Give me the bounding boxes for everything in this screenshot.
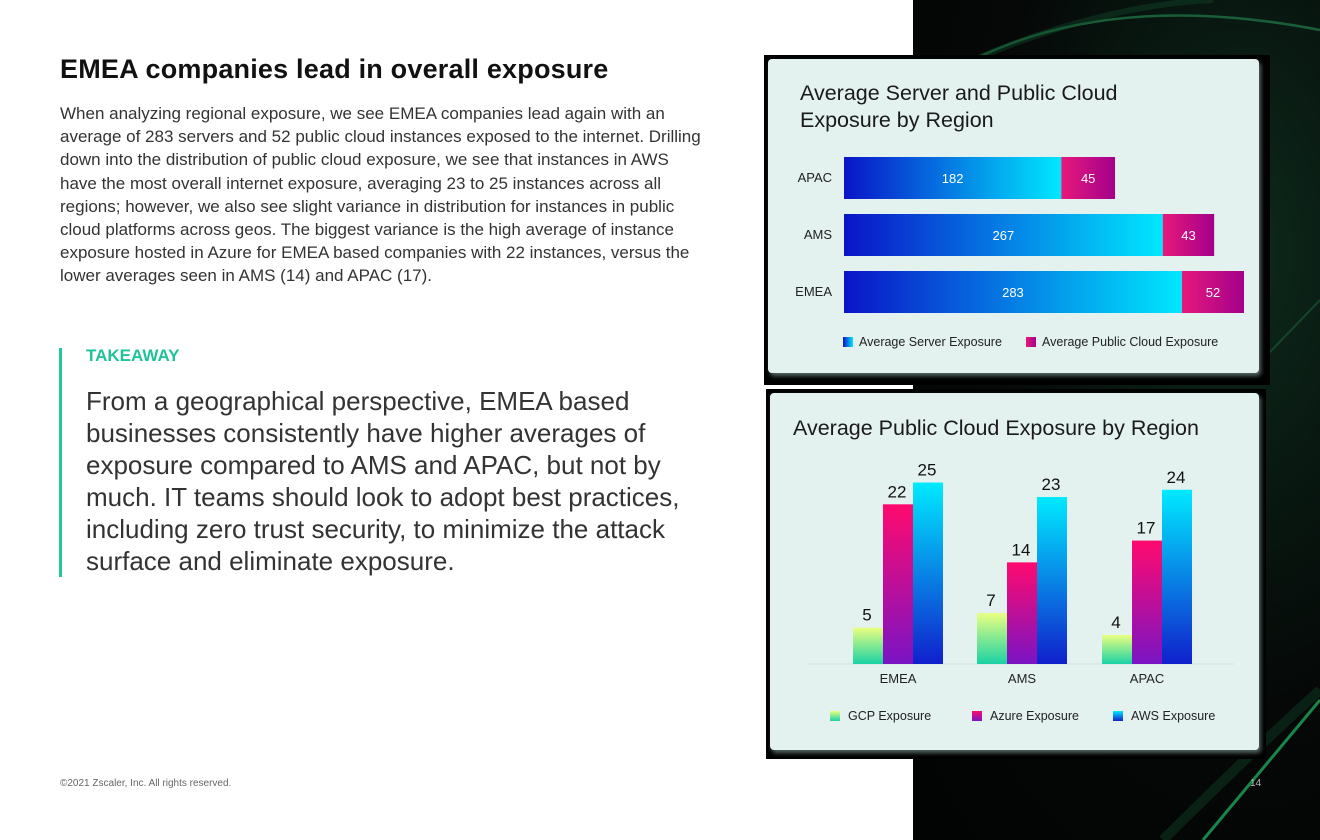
chart2-card: Average Public Cloud Exposure by Region … xyxy=(770,393,1259,750)
chart2-legend-label-aws-exposure: AWS Exposure xyxy=(1131,709,1215,723)
chart1-category-label-emea: EMEA xyxy=(795,284,832,299)
chart1-bar-apac-average-public-cloud-exposure xyxy=(1061,157,1116,199)
chart1-title-line2: Exposure by Region xyxy=(800,108,994,132)
glow-lines-decoration xyxy=(971,0,1320,840)
chart1-value-label-ams-average-public-cloud-exposure: 43 xyxy=(1181,228,1195,243)
chart2-category-label-ams: AMS xyxy=(1008,671,1037,686)
chart1-bar-ams-average-public-cloud-exposure xyxy=(1162,214,1215,256)
chart2-category-label-emea: EMEA xyxy=(880,671,917,686)
chart1-legend-label-average-public-cloud-exposure: Average Public Cloud Exposure xyxy=(1042,335,1218,349)
chart2-bar-apac-azure-exposure xyxy=(1132,540,1162,664)
chart1-title-line1: Average Server and Public Cloud xyxy=(800,81,1118,105)
chart1-legend-swatch-average-server-exposure xyxy=(843,337,853,347)
chart2-category-label-apac: APAC xyxy=(1130,671,1164,686)
chart2-legend-label-azure-exposure: Azure Exposure xyxy=(990,709,1079,723)
chart1-legend-label-average-server-exposure: Average Server Exposure xyxy=(859,335,1002,349)
chart1-bar-emea-average-server-exposure xyxy=(844,271,1182,313)
chart2-bar-emea-aws-exposure xyxy=(913,482,943,664)
page-number: 14 xyxy=(1250,778,1262,789)
chart2-value-label-apac-aws-exposure: 24 xyxy=(1167,468,1186,487)
chart2-bar-ams-aws-exposure xyxy=(1037,497,1067,664)
body-paragraph: When analyzing regional exposure, we see… xyxy=(60,104,701,286)
chart2-value-label-ams-gcp-exposure: 7 xyxy=(986,591,995,610)
chart1-legend-swatch-average-public-cloud-exposure xyxy=(1026,337,1036,347)
chart2-bar-ams-azure-exposure xyxy=(1007,562,1037,664)
chart1-category-label-apac: APAC xyxy=(798,170,832,185)
chart1-value-label-emea-average-server-exposure: 283 xyxy=(1002,285,1024,300)
chart2-value-label-ams-aws-exposure: 23 xyxy=(1042,475,1061,494)
chart2-value-label-emea-gcp-exposure: 5 xyxy=(862,606,871,625)
chart2-legend-label-gcp-exposure: GCP Exposure xyxy=(848,709,931,723)
chart1-value-label-apac-average-public-cloud-exposure: 45 xyxy=(1081,171,1095,186)
cloud-exposure-by-platform-chart: Average Public Cloud Exposure by Region … xyxy=(793,416,1234,723)
chart1-card: Average Server and Public Cloud Exposure… xyxy=(768,59,1259,373)
chart2-title: Average Public Cloud Exposure by Region xyxy=(793,416,1199,440)
chart2-bar-apac-gcp-exposure xyxy=(1102,634,1132,664)
chart2-legend-swatch-gcp-exposure xyxy=(830,711,840,721)
chart2-value-label-ams-azure-exposure: 14 xyxy=(1012,540,1031,559)
chart1-bar-ams-average-server-exposure xyxy=(844,214,1163,256)
chart2-bar-ams-gcp-exposure xyxy=(977,613,1007,664)
copyright-footer: ©2021 Zscaler, Inc. All rights reserved. xyxy=(60,778,232,789)
chart1-category-label-ams: AMS xyxy=(804,227,833,242)
chart1-value-label-apac-average-server-exposure: 182 xyxy=(942,171,964,186)
takeaway-accent-bar xyxy=(59,348,62,577)
chart2-value-label-apac-gcp-exposure: 4 xyxy=(1111,613,1120,632)
chart2-bar-emea-azure-exposure xyxy=(883,504,913,664)
chart2-bar-emea-gcp-exposure xyxy=(853,627,883,664)
page-heading: EMEA companies lead in overall exposure xyxy=(60,54,609,84)
takeaway-label: TAKEAWAY xyxy=(86,346,180,365)
server-cloud-exposure-chart: Average Server and Public Cloud Exposure… xyxy=(795,81,1244,349)
chart2-value-label-emea-azure-exposure: 22 xyxy=(888,482,907,501)
chart1-bar-apac-average-server-exposure xyxy=(844,157,1062,199)
chart2-bar-apac-aws-exposure xyxy=(1162,489,1192,664)
chart1-value-label-ams-average-server-exposure: 267 xyxy=(993,228,1015,243)
chart2-value-label-apac-azure-exposure: 17 xyxy=(1137,519,1156,538)
chart2-value-label-emea-aws-exposure: 25 xyxy=(918,461,937,480)
chart1-bar-emea-average-public-cloud-exposure xyxy=(1181,271,1244,313)
takeaway-text: From a geographical perspective, EMEA ba… xyxy=(86,386,680,576)
chart2-legend-swatch-aws-exposure xyxy=(1113,711,1123,721)
chart2-legend-swatch-azure-exposure xyxy=(972,711,982,721)
chart1-value-label-emea-average-public-cloud-exposure: 52 xyxy=(1206,285,1220,300)
